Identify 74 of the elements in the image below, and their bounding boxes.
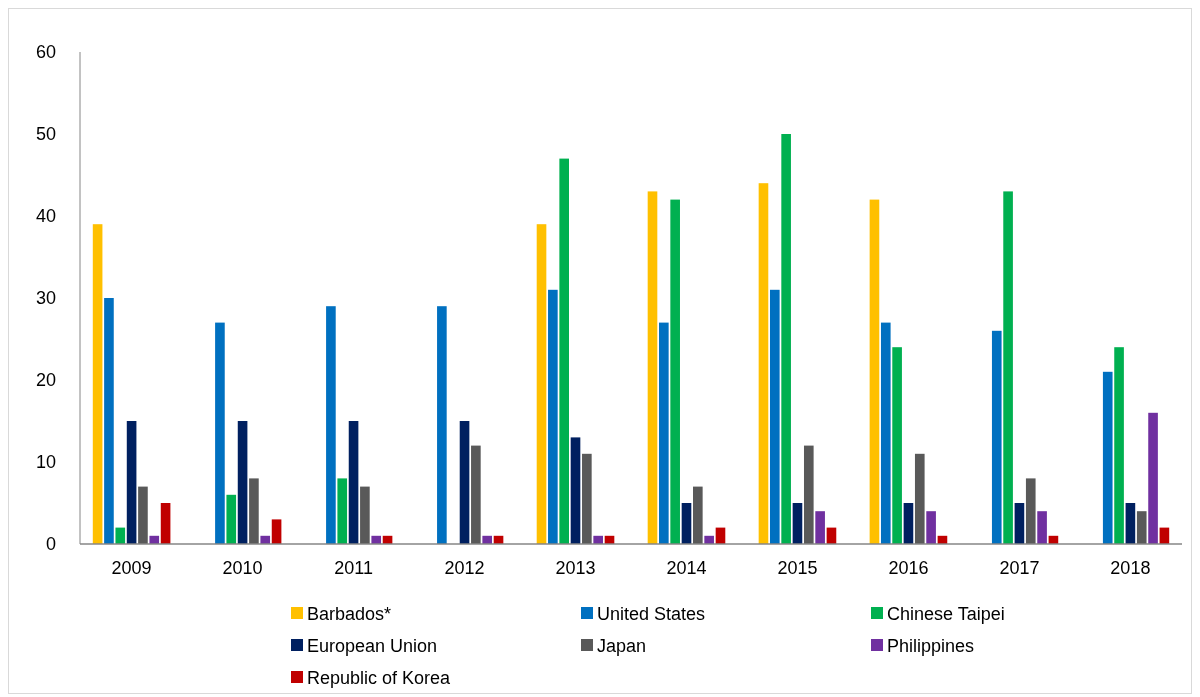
x-tick-label: 2009	[111, 558, 152, 578]
bar	[271, 519, 282, 544]
bar	[536, 224, 547, 544]
y-tick-label: 60	[35, 42, 56, 63]
bar	[104, 298, 114, 544]
bar	[459, 421, 470, 544]
bar	[659, 322, 669, 544]
bar	[1125, 503, 1136, 544]
y-tick-label: 50	[35, 124, 56, 145]
x-tick-label: 2011	[334, 558, 373, 578]
y-tick-label: 30	[35, 288, 56, 309]
y-tick-label: 40	[35, 206, 56, 227]
bar	[237, 421, 248, 544]
bar	[249, 478, 259, 544]
bar	[138, 486, 148, 544]
bar	[1003, 191, 1013, 544]
y-tick-label: 20	[35, 370, 56, 391]
x-tick-label: 2015	[777, 558, 818, 578]
x-tick-label: 2010	[222, 558, 263, 578]
bar	[126, 421, 137, 544]
bar	[792, 503, 803, 544]
bar	[914, 453, 925, 544]
legend-label: United States	[597, 604, 706, 625]
bar	[437, 306, 447, 544]
bar	[803, 445, 814, 544]
bar	[769, 289, 780, 544]
bar	[570, 437, 581, 544]
bar	[160, 503, 171, 544]
bar	[991, 330, 1002, 544]
x-tick-label: 2018	[1110, 558, 1151, 578]
bar	[1102, 371, 1113, 544]
bar	[215, 322, 225, 544]
bar	[1037, 511, 1047, 544]
bar	[92, 224, 103, 544]
bar	[869, 199, 880, 544]
bar	[1114, 347, 1124, 544]
legend-label: Chinese Taipei	[887, 604, 1005, 625]
bar	[670, 199, 680, 544]
y-tick-label: 0	[45, 534, 56, 555]
bar	[781, 134, 791, 544]
bar	[693, 486, 703, 544]
bar	[559, 158, 569, 544]
bar	[337, 478, 348, 544]
bar	[1025, 478, 1036, 544]
y-tick-label: 10	[35, 452, 56, 473]
bar	[903, 503, 914, 544]
bar	[471, 445, 481, 544]
legend-label: Japan	[597, 636, 647, 657]
legend-label: Barbados*	[307, 604, 392, 625]
bar	[548, 289, 558, 544]
bar	[880, 322, 891, 544]
bar	[326, 306, 336, 544]
bar	[815, 511, 825, 544]
bar	[892, 347, 902, 544]
x-tick-label: 2012	[444, 558, 485, 578]
legend-label: European Union	[307, 636, 438, 657]
x-tick-label: 2017	[999, 558, 1040, 578]
x-tick-label: 2014	[666, 558, 707, 578]
bar	[226, 494, 237, 544]
bar	[1148, 412, 1158, 544]
bar	[926, 511, 936, 544]
bar	[348, 421, 359, 544]
bar	[582, 453, 592, 544]
x-tick-label: 2016	[888, 558, 929, 578]
bar	[681, 503, 692, 544]
bar	[1014, 503, 1025, 544]
bar	[758, 183, 769, 544]
legend-label: Republic of Korea	[307, 668, 452, 689]
bar	[360, 486, 370, 544]
bar	[1136, 511, 1147, 544]
bar	[115, 527, 126, 544]
x-tick-label: 2013	[555, 558, 596, 578]
legend-label: Philippines	[887, 636, 975, 657]
bar	[647, 191, 658, 544]
